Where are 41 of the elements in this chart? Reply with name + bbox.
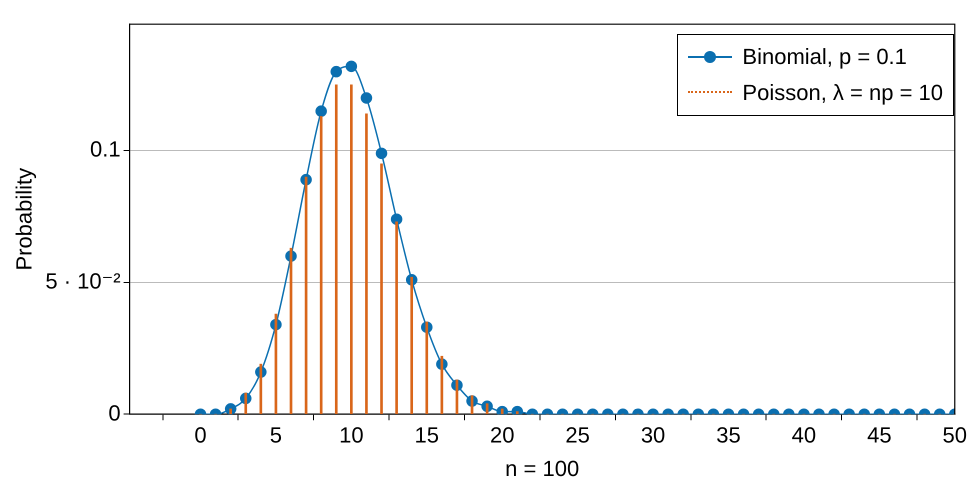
point [346, 60, 358, 72]
x-tick-label: 30 [640, 422, 666, 448]
x-tick-label: 40 [792, 422, 816, 448]
x-tick-label: 10 [339, 422, 364, 448]
x-tick-label: 15 [414, 422, 440, 448]
bar [350, 84, 353, 414]
bar [290, 248, 292, 414]
bar [320, 116, 323, 414]
bar [380, 164, 383, 414]
y-tick-label: 0.1 [90, 136, 121, 162]
bar [440, 356, 444, 414]
bar [470, 395, 474, 414]
x-tick-label: 45 [867, 422, 892, 448]
x-axis-title: n = 100 [505, 456, 580, 481]
bar [274, 314, 278, 414]
bar [334, 84, 338, 414]
bar [304, 176, 308, 414]
y-tick-label: 0 [108, 400, 121, 426]
point [390, 213, 402, 225]
y-tick-label: 5 · 10⁻² [45, 268, 121, 294]
bar [395, 222, 398, 414]
point [376, 148, 388, 160]
legend-label: Binomial, p = 0.1 [742, 43, 907, 71]
point [315, 105, 327, 117]
x-tick-label: 35 [716, 422, 741, 448]
point [330, 66, 342, 78]
bar [456, 380, 458, 414]
x-tick-label: 50 [942, 422, 968, 448]
x-tick-label: 5 [270, 422, 282, 448]
x-tick-label: 20 [490, 422, 514, 448]
x-tick-label: 0 [194, 422, 207, 448]
legend-label: Poisson, λ = np = 10 [742, 79, 943, 107]
bar [260, 364, 262, 414]
bar [425, 322, 428, 414]
x-tick-label: 25 [565, 422, 590, 448]
bar [365, 113, 368, 414]
point [360, 92, 372, 104]
bar [486, 403, 488, 414]
y-axis-title: Probability [11, 168, 36, 271]
bar [410, 276, 414, 414]
bar [244, 392, 248, 414]
